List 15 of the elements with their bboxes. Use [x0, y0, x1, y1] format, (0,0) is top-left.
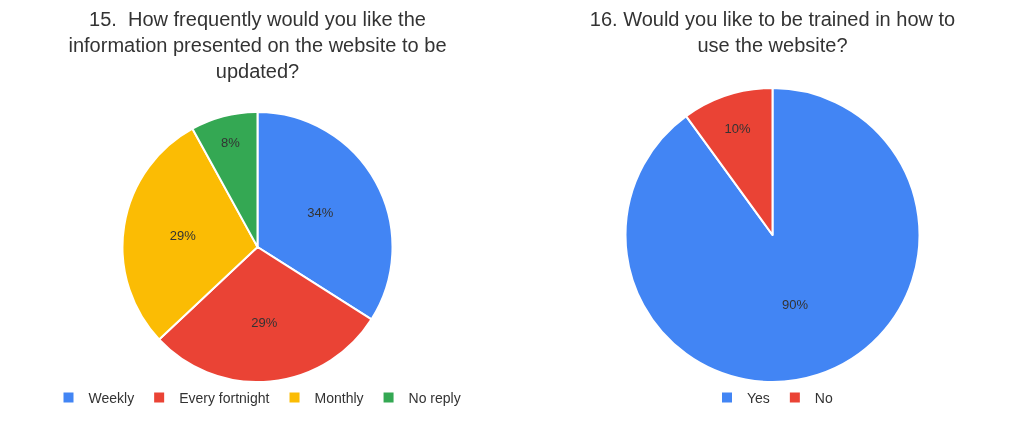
data-label: 8% [221, 134, 241, 150]
pie-slice [624, 87, 921, 383]
legend-label: No [814, 390, 833, 407]
data-label: 29% [251, 314, 278, 330]
legend-label: Yes [747, 390, 770, 407]
chart-title: 16. Would you like to be trained in how to use the website? [589, 8, 956, 56]
legend-label: Weekly [88, 390, 135, 407]
legend-label: Every fortnight [179, 390, 270, 407]
data-label: 34% [307, 204, 334, 220]
data-label: 29% [169, 227, 197, 243]
legend-label: Monthly [314, 390, 364, 407]
data-label: 10% [724, 120, 752, 136]
legend-label: No reply [408, 390, 461, 407]
data-label: 90% [781, 297, 809, 313]
chart-title: 15. How frequently would you like the information presented on the website to be updated? [68, 8, 447, 82]
